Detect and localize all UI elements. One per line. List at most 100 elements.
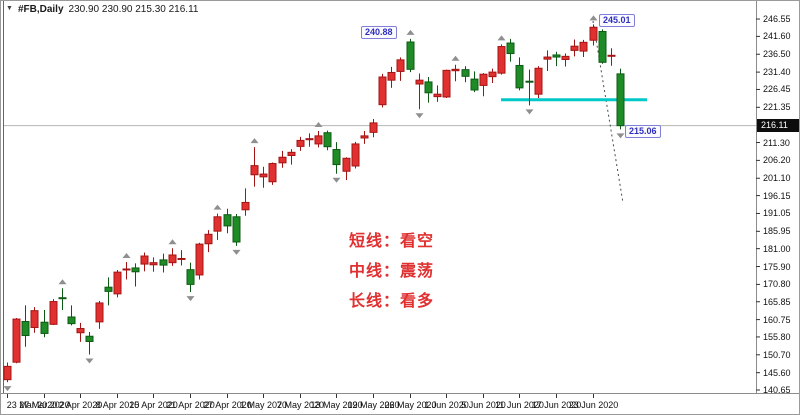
- fractal-up-arrow: [213, 204, 222, 210]
- price-tick-label: 241.60: [763, 31, 791, 42]
- candle-body: [12, 318, 21, 363]
- ohlc-readout: 230.90 230.90 215.30 216.11: [68, 4, 199, 15]
- candle-body: [186, 269, 195, 285]
- fractal-up-arrow: [406, 29, 415, 35]
- candle-body: [479, 73, 488, 86]
- price-tick-label: 246.55: [763, 14, 791, 25]
- candle-body: [406, 41, 415, 70]
- date-tick-label: 23 Jun 2020: [568, 400, 619, 410]
- candle-body: [570, 45, 579, 51]
- fractal-up-arrow: [58, 279, 67, 285]
- candle-body: [396, 59, 405, 72]
- candle-body: [159, 259, 168, 266]
- price-marker-215.06[interactable]: 215.06: [625, 125, 661, 138]
- date-tick-label: 15 Apr 2020: [129, 400, 178, 410]
- annotation-line-2[interactable]: 中线：震荡: [349, 261, 435, 280]
- price-tick-label: 201.10: [763, 173, 791, 184]
- candle-body: [342, 157, 351, 172]
- fractal-down-arrow: [332, 177, 341, 183]
- fractal-up-arrow: [250, 138, 259, 144]
- candle-body: [515, 64, 524, 89]
- candle-body: [534, 67, 543, 95]
- candle-body: [369, 122, 378, 133]
- chart-title: ▼ #FB,Daily 230.90 230.90 215.30 216.11: [6, 4, 198, 15]
- candle-body: [387, 71, 396, 81]
- candle-body: [497, 46, 506, 74]
- candle-body: [250, 165, 259, 176]
- candle-body: [259, 173, 268, 178]
- price-tick-label: 160.75: [763, 314, 791, 325]
- candle-body: [30, 310, 39, 328]
- candle-body: [424, 81, 433, 94]
- fractal-down-arrow: [232, 249, 241, 255]
- fractal-up-arrow: [314, 121, 323, 127]
- date-tick-label: 11 Jun 2020: [495, 400, 544, 410]
- candle-body: [607, 54, 616, 57]
- candle-body: [525, 80, 534, 83]
- price-marker-245.01[interactable]: 245.01: [599, 14, 635, 27]
- price-tick-label: 145.60: [763, 367, 791, 378]
- fractal-up-arrow: [168, 239, 177, 245]
- candle-body: [76, 328, 85, 334]
- candle-body: [589, 26, 598, 41]
- date-tick-label: 19 May 2020: [347, 400, 400, 410]
- candle-body: [415, 79, 424, 85]
- candle-body: [241, 201, 250, 211]
- price-tick-label: 196.15: [763, 190, 791, 201]
- symbol-dropdown-icon[interactable]: ▼: [6, 5, 13, 12]
- candle-body: [40, 321, 49, 334]
- candle-body: [451, 68, 460, 72]
- candle-body: [140, 255, 149, 265]
- candle-body: [177, 257, 186, 260]
- candle-body: [506, 42, 515, 55]
- candle-body: [561, 55, 570, 61]
- candle-body: [58, 297, 67, 300]
- candle-body: [232, 216, 241, 243]
- date-tick-label: 23 Mar 2020: [6, 400, 58, 410]
- candle-body: [332, 149, 341, 166]
- date-tick-label: 5 Jun 2020: [461, 400, 506, 410]
- candle-body: [223, 214, 232, 227]
- date-tick-label: 13 May 2020: [310, 400, 363, 410]
- candle-body: [616, 73, 625, 127]
- date-tick-label: 26 May 2020: [384, 400, 437, 410]
- date-tick-label: 1 Jun 2020: [424, 400, 469, 410]
- candle-body: [3, 365, 12, 381]
- candle-body: [95, 302, 104, 323]
- fractal-up-arrow: [589, 15, 598, 21]
- candle-body: [442, 69, 451, 98]
- fractal-up-arrow: [451, 55, 460, 61]
- price-tick-label: 175.90: [763, 261, 791, 272]
- candle-body: [323, 132, 332, 148]
- date-tick-label: 2 Apr 2020: [58, 400, 103, 410]
- trendline-dashed[interactable]: [592, 20, 624, 204]
- price-tick-label: 165.85: [763, 296, 791, 307]
- price-tick-label: 155.80: [763, 331, 791, 342]
- candle-body: [122, 268, 131, 271]
- price-tick-label: 185.95: [763, 226, 791, 237]
- candle-body: [351, 143, 360, 167]
- candle-body: [67, 316, 76, 325]
- fractal-down-arrow: [186, 296, 195, 302]
- date-tick-label: 8 Apr 2020: [95, 400, 140, 410]
- candle-body: [305, 138, 314, 141]
- candle-body: [378, 76, 387, 106]
- annotation-line-1[interactable]: 短线：看空: [349, 231, 435, 250]
- date-tick-label: 21 Apr 2020: [166, 400, 215, 410]
- candle-body: [314, 135, 323, 145]
- price-tick-label: 226.45: [763, 84, 791, 95]
- date-tick-label: 27 Mar 2020: [19, 400, 70, 410]
- fractal-down-arrow: [616, 133, 625, 139]
- price-tick-label: 211.30: [763, 137, 790, 148]
- candle-body: [278, 156, 287, 164]
- date-tick-label: 1 May 2020: [239, 400, 288, 410]
- candle-body: [598, 30, 607, 63]
- date-tick-label: 27 Apr 2020: [203, 400, 252, 410]
- candle-body: [552, 54, 561, 58]
- price-marker-240.88[interactable]: 240.88: [361, 26, 397, 39]
- candle-body: [195, 243, 204, 276]
- annotation-line-3[interactable]: 长线：看多: [349, 291, 435, 310]
- symbol-period-label: #FB,Daily: [17, 4, 64, 15]
